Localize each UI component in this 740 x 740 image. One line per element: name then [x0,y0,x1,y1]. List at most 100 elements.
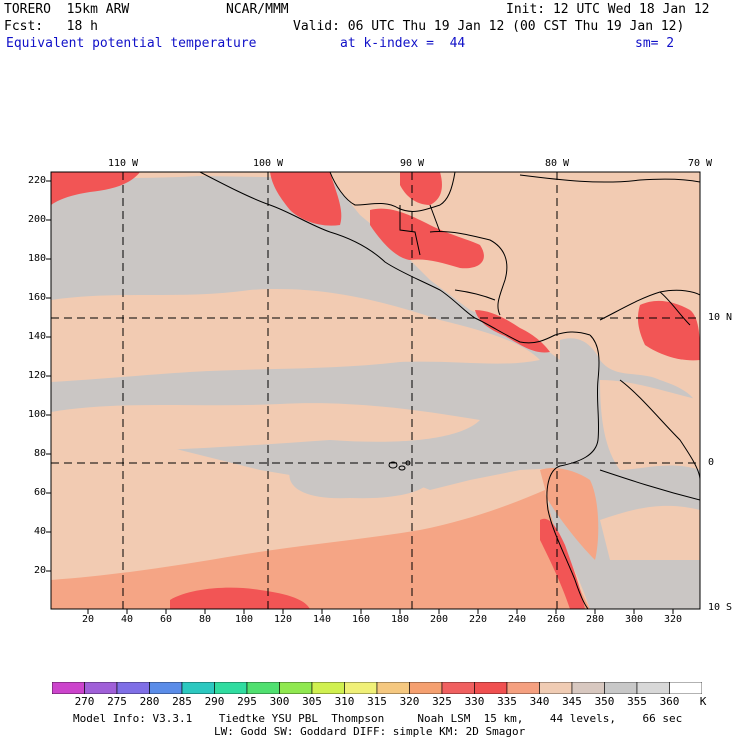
x-tick-label: 140 [312,614,332,625]
colorbar-swatch [409,682,443,694]
y-tick-label: 180 [27,253,46,264]
x-tick-label: 200 [429,614,449,625]
smoothing-info: sm= 2 [635,36,675,51]
y-tick-label: 60 [33,487,46,498]
valid-time: Valid: 06 UTC Thu 19 Jan 12 (00 CST Thu … [293,19,685,34]
colorbar-label: 340 [529,695,550,708]
colorbar-label: 350 [594,695,615,708]
colorbar-label: 285 [172,695,192,708]
peach-south-america-2 [600,505,700,560]
x-tick-label: 280 [585,614,605,625]
physics-info: LW: Godd SW: Goddard DIFF: simple KM: 2D… [214,725,526,738]
colorbar-swatch [571,682,605,694]
colorbar-swatch [474,682,508,694]
colorbar-label: 315 [367,695,387,708]
y-tick-label: 80 [33,448,46,459]
x-tick-label: 180 [390,614,410,625]
colorbar-label: 310 [334,695,355,708]
red-patch-south [170,587,310,609]
init-time: Init: 12 UTC Wed 18 Jan 12 [506,2,710,17]
red-central-america [370,208,484,269]
red-nw-corner [51,172,140,205]
colorbar-swatch [344,682,378,694]
lat-label-10s: 10 S [708,602,733,613]
map-frame [50,171,701,610]
lon-label-100w: 100 W [252,158,284,169]
colorbar-label: 320 [399,695,420,708]
red-panama [475,310,550,353]
x-tick-label: 300 [624,614,644,625]
y-tick-label: 140 [27,331,46,342]
lat-lon-grid [51,172,700,609]
colorbar-swatch [441,682,475,694]
colorbar-swatch [669,682,702,694]
colorbar-swatch [636,682,670,694]
red-venezuela [637,300,700,361]
y-tick-label: 20 [33,565,46,576]
y-tick-label: 220 [27,175,46,186]
colorbar-swatch [214,682,248,694]
colorbar-swatch [311,682,345,694]
x-tick-label: 80 [198,614,212,625]
colorbar-label: 275 [107,695,127,708]
colorbar-swatch [52,682,85,694]
colorbar [52,682,702,694]
colorbar-label: 280 [139,695,160,708]
x-tick-label: 320 [663,614,683,625]
colorbar-swatch [116,682,150,694]
peach-band-2 [51,403,480,456]
field-name: Equivalent potential temperature [6,36,257,51]
colorbar-swatch [149,682,183,694]
lon-label-90w: 90 W [399,158,425,169]
forecast-hour: Fcst: 18 h [4,19,98,34]
colorbar-swatch [506,682,540,694]
colorbar-label: 335 [497,695,517,708]
colorbar-swatch [539,682,573,694]
peach-band-1 [51,289,540,382]
red-ne-corner [400,172,442,205]
colorbar-swatch [246,682,280,694]
y-tick-label: 200 [27,214,46,225]
colorbar-label: 295 [237,695,257,708]
y-tick-label: 160 [27,292,46,303]
lon-label-70w: 70 W [687,158,713,169]
model-name: TORERO 15km ARW [4,2,130,17]
x-tick-label: 60 [159,614,173,625]
y-tick-label: 100 [27,409,46,420]
colorbar-swatch [604,682,638,694]
x-tick-label: 120 [273,614,293,625]
colorbar-swatch [181,682,215,694]
colorbar-label: 305 [302,695,322,708]
lon-label-110w: 110 W [107,158,139,169]
x-tick-label: 260 [546,614,566,625]
colorbar-label: 325 [432,695,452,708]
colorbar-label: 355 [627,695,647,708]
colorbar-label: 300 [269,695,290,708]
axis-ticks [46,180,674,614]
x-tick-label: 100 [234,614,254,625]
y-tick-label: 40 [33,526,46,537]
red-coast-peru [540,518,585,609]
lon-label-80w: 80 W [544,158,570,169]
colorbar-swatch [279,682,313,694]
peach-south-america [600,380,700,470]
x-tick-label: 40 [120,614,134,625]
colorbar-swatch [84,682,118,694]
x-tick-label: 240 [507,614,527,625]
colorbar-label: 270 [74,695,95,708]
colorbar-unit: K [699,695,707,708]
y-tick-label: 120 [27,370,46,381]
colorbar-label: 345 [562,695,582,708]
coastlines [199,172,700,609]
model-info: Model Info: V3.3.1 Tiedtke YSU PBL Thomp… [73,712,683,725]
lat-label-0: 0 [708,457,715,468]
red-mexico [270,172,342,226]
salmon-band-south [51,490,590,609]
salmon-coast [540,468,599,560]
x-tick-label: 220 [468,614,488,625]
colorbar-swatch [376,682,410,694]
lat-label-10n: 10 N [708,312,733,323]
colorbar-label: 360 [659,695,680,708]
level-info: at k-index = 44 [340,36,466,51]
